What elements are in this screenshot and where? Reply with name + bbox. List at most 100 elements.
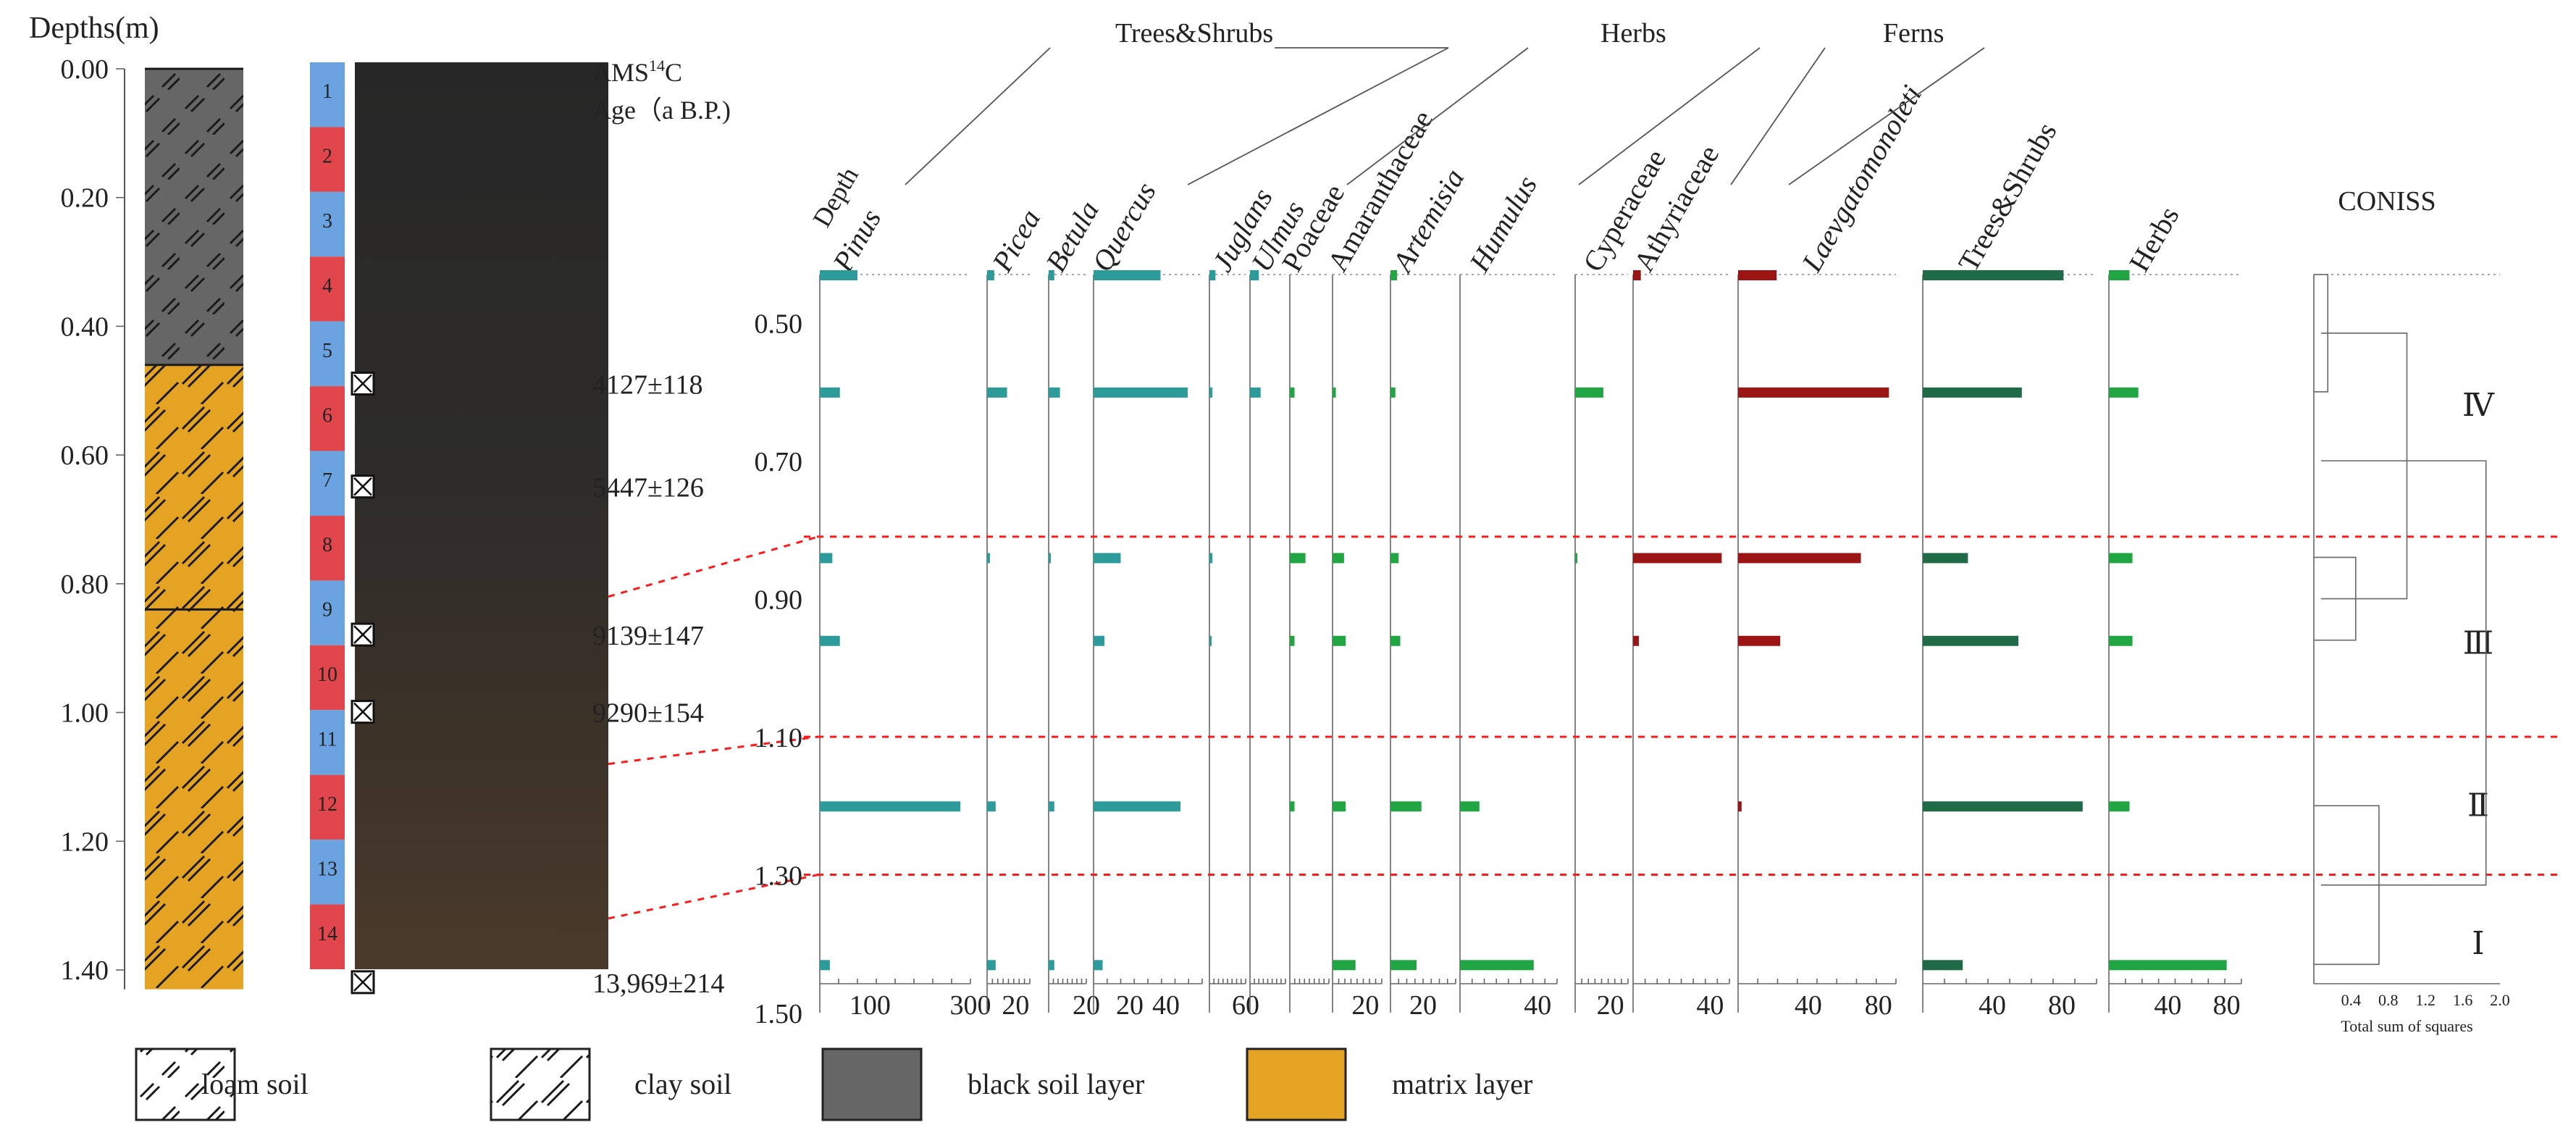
taxon-label: Humulus <box>1462 170 1543 277</box>
taxon-bar <box>1390 635 1401 646</box>
ruler-segment <box>310 840 345 905</box>
taxon-bar <box>820 960 830 971</box>
taxon-bar <box>1333 387 1336 398</box>
ruler-label: 12 <box>317 793 337 816</box>
group-headers: Trees&Shrubs Herbs Ferns <box>905 18 1985 185</box>
ruler-label: 14 <box>317 923 337 945</box>
panel-tick-label: 40 <box>1795 990 1822 1021</box>
taxon-bar <box>1333 635 1346 646</box>
legend-item: matrix layer <box>1246 1047 1532 1121</box>
legend-pattern <box>491 1049 590 1120</box>
panel-tick-label: 20 <box>1073 990 1100 1021</box>
dating-sample-marker <box>351 700 375 724</box>
taxon-bar <box>1333 553 1344 564</box>
taxon-bar <box>1290 635 1295 646</box>
legend-swatch <box>821 1047 923 1121</box>
correlation-line <box>608 735 819 766</box>
taxon-panel: 20 40 Quercus <box>1086 177 1203 1021</box>
panel-tick-label: 300 <box>950 990 991 1021</box>
correlation-lines <box>608 535 819 920</box>
group-leader-line <box>1187 47 1449 185</box>
dating-sample-marker <box>351 970 375 995</box>
depth-tick-label: 0.80 <box>61 569 109 600</box>
taxon-bar <box>1633 553 1722 564</box>
depth-axis-title: Depths(m) <box>29 12 159 45</box>
taxon-panel: 20 Picea <box>985 204 1046 1021</box>
taxon-bar <box>1209 270 1216 280</box>
panel-tick-label: 80 <box>1865 990 1892 1021</box>
taxon-bar <box>1250 270 1259 280</box>
taxon-bar <box>1633 635 1639 646</box>
taxon-bar <box>1049 553 1051 564</box>
dating-sample-marker <box>351 622 375 647</box>
coniss-tick-label: 0.8 <box>2378 991 2399 1009</box>
correlation-line <box>608 874 819 920</box>
group-leader-line <box>1346 47 1529 185</box>
lithology-pattern <box>145 69 243 365</box>
group-leader-line <box>905 47 1051 185</box>
panel-tick-label: 20 <box>1116 990 1144 1021</box>
pollen-depth-tick-label: 1.50 <box>755 999 803 1029</box>
correlation-line <box>608 535 819 598</box>
taxon-panel: 40 80 Laevgatomonoleti <box>1737 80 1928 1021</box>
depth-tick-label: 1.40 <box>61 955 109 986</box>
taxon-bar <box>1049 801 1054 812</box>
dating-header: AMS14C Age（a B.P.) <box>592 57 731 125</box>
pollen-depth-tick-label: 0.50 <box>755 309 803 340</box>
taxon-label: Laevgatomonoleti <box>1795 80 1928 278</box>
lithology-pattern <box>145 609 243 990</box>
taxon-panel: 40 Humulus <box>1459 170 1558 1021</box>
depth-tick-label: 0.40 <box>61 311 109 342</box>
ruler-segment <box>310 62 345 127</box>
legend-pattern <box>136 1049 235 1120</box>
taxon-label: Picea <box>985 204 1046 277</box>
taxon-bar <box>1923 553 1968 564</box>
taxon-bar <box>1923 387 2022 398</box>
pollen-depth-tick-label: 1.10 <box>755 723 803 753</box>
depth-tick-label: 1.00 <box>61 698 109 729</box>
taxon-bar <box>2109 270 2130 280</box>
ruler-label: 10 <box>317 664 337 686</box>
taxon-bar <box>1738 635 1781 646</box>
coniss-dendrogram: CONISS 0.4 0.8 1.2 1.6 2.0 Total sum of square… <box>2313 186 2510 1035</box>
depth-tick-label: 0.60 <box>61 440 109 471</box>
taxon-bar <box>1049 270 1054 280</box>
ruler-label: 4 <box>322 275 332 297</box>
taxon-bar <box>1094 270 1161 280</box>
taxon-bar <box>1209 553 1213 564</box>
dating-age-label: 5447±126 <box>592 473 704 503</box>
coniss-tick-label: 1.6 <box>2453 991 2473 1009</box>
panel-tick-label: 40 <box>1979 990 2006 1021</box>
depth-axis: 0.00 0.20 0.40 0.60 0.80 1.00 1.20 1.40 <box>61 54 125 990</box>
ruler-label: 2 <box>322 146 332 168</box>
panel-tick-label: 20 <box>1002 990 1029 1021</box>
panel-tick-label: 40 <box>2154 990 2181 1021</box>
taxon-bar <box>987 270 994 280</box>
panel-tick-label: 100 <box>849 990 891 1021</box>
ruler-segment <box>310 451 345 516</box>
pollen-depth-tick-label: 0.90 <box>755 585 803 616</box>
taxon-bar <box>2109 801 2130 812</box>
ruler-label: 1 <box>322 80 332 103</box>
ruler-segment <box>310 321 345 387</box>
dating-age-label: 4127±118 <box>592 370 702 401</box>
group-leader-line <box>1788 47 1985 185</box>
ruler-label: 13 <box>317 858 337 880</box>
taxon-bar <box>1390 553 1399 564</box>
taxon-bar <box>1333 801 1346 812</box>
taxon-bar <box>2109 553 2133 564</box>
legend-label: clay soil <box>634 1068 731 1100</box>
ruler-label: 11 <box>318 728 337 750</box>
taxon-label: Trees&Shrubs <box>1952 117 2063 277</box>
depth-tick-label: 0.20 <box>61 183 109 214</box>
dating-sample-marker <box>351 372 375 396</box>
taxon-bar <box>1209 387 1213 398</box>
ruler-label: 7 <box>322 469 332 492</box>
zone-label: Ⅰ <box>2472 926 2484 961</box>
taxon-bar <box>1333 960 1356 971</box>
ruler-label: 8 <box>322 534 332 556</box>
